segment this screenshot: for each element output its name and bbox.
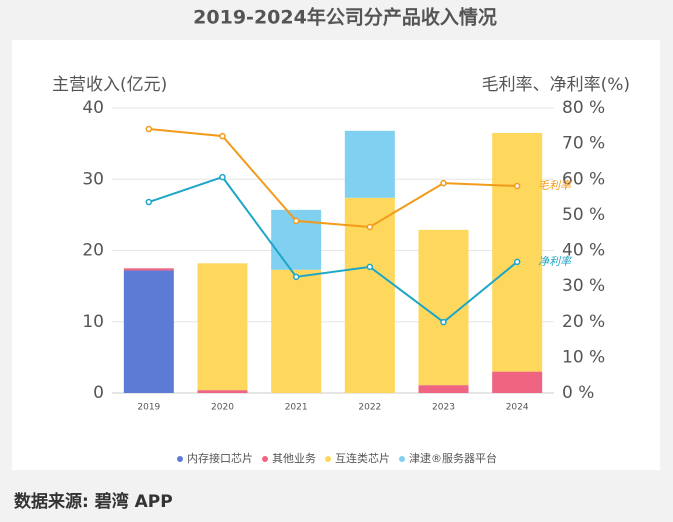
line — [148, 128, 518, 229]
legend-label: 互连类芯片 — [335, 451, 390, 465]
y-tick-label: 10 — [82, 312, 104, 332]
point — [440, 318, 447, 326]
y-tick-label: 40 — [82, 98, 104, 118]
point — [219, 173, 226, 181]
y2-tick-label: 10 % — [562, 347, 605, 367]
y2-axis-label: 毛利率、净利率(%) — [482, 75, 630, 95]
legend-label: 其他业务 — [272, 452, 316, 465]
legend-marker — [325, 456, 331, 462]
y-axis-label: 主营收入(亿元) — [52, 75, 167, 95]
point — [292, 273, 300, 281]
x-tick-label: 2023 — [432, 403, 455, 413]
line-label: 净利率 — [538, 255, 573, 268]
legend-label: 内存接口芯片 — [187, 451, 253, 465]
x-tick-label: 2022 — [358, 403, 381, 413]
y-tick-label: 20 — [82, 241, 104, 261]
bar — [197, 263, 248, 391]
x-tick-label: 2020 — [211, 403, 234, 413]
bar — [344, 130, 395, 198]
point — [219, 132, 226, 140]
legend-marker — [262, 456, 268, 462]
point — [366, 223, 374, 231]
point — [513, 258, 521, 266]
legend-marker — [399, 456, 405, 462]
bar — [492, 132, 543, 372]
bar — [418, 385, 469, 393]
bar — [492, 371, 543, 393]
y2-tick-label: 70 % — [562, 134, 605, 154]
source: 数据来源: 碧湾 APP — [14, 491, 173, 512]
legend-label: 津逮®服务器平台 — [409, 451, 497, 465]
chart-title: 2019-2024年公司分产品收入情况 — [193, 6, 497, 29]
point — [145, 198, 153, 206]
x-tick-label: 2021 — [285, 403, 308, 413]
y2-tick-label: 80 % — [562, 98, 605, 118]
line — [148, 175, 518, 324]
point — [440, 179, 447, 187]
y2-tick-label: 50 % — [562, 205, 605, 225]
legend-marker — [177, 456, 183, 462]
x-tick-label: 2024 — [506, 403, 529, 413]
point — [513, 182, 521, 190]
bar — [344, 197, 395, 393]
y2-tick-label: 40 % — [562, 241, 605, 261]
bar — [123, 268, 174, 271]
point — [145, 125, 153, 133]
y2-tick-label: 60 % — [562, 169, 605, 189]
line-label: 毛利率 — [538, 179, 573, 192]
point — [366, 263, 374, 271]
panel — [12, 40, 660, 470]
point — [292, 217, 300, 225]
bar — [271, 269, 322, 393]
y2-tick-label: 0 % — [562, 383, 594, 403]
bar — [123, 270, 174, 393]
y-tick-label: 30 — [82, 169, 104, 189]
y-tick-label: 0 — [93, 383, 104, 403]
x-tick-label: 2019 — [137, 403, 160, 413]
y2-tick-label: 20 % — [562, 312, 605, 332]
bar — [197, 390, 248, 393]
y2-tick-label: 30 % — [562, 276, 605, 296]
